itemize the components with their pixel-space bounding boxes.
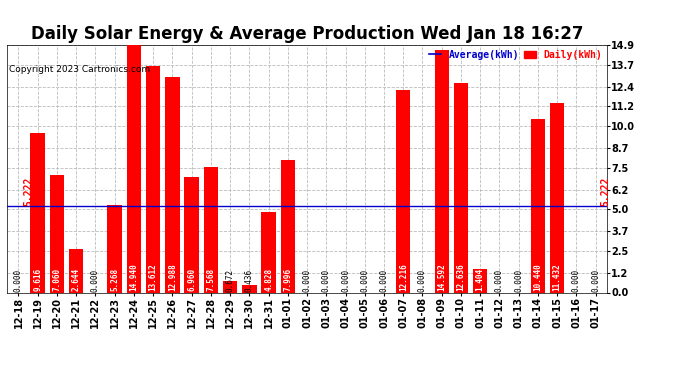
Text: 0.000: 0.000 — [380, 269, 388, 292]
Bar — [69, 249, 83, 292]
Bar — [50, 175, 64, 292]
Bar — [454, 82, 469, 292]
Text: 5.222: 5.222 — [23, 176, 33, 206]
Text: 5.268: 5.268 — [110, 267, 119, 291]
Text: 0.000: 0.000 — [514, 269, 523, 292]
Text: 0.000: 0.000 — [495, 269, 504, 292]
Bar — [223, 281, 237, 292]
Text: 0.436: 0.436 — [245, 269, 254, 292]
Bar — [550, 103, 564, 292]
Legend: Average(kWh), Daily(kWh): Average(kWh), Daily(kWh) — [429, 50, 602, 60]
Text: 0.672: 0.672 — [226, 269, 235, 292]
Bar — [435, 50, 449, 292]
Text: 0.000: 0.000 — [302, 269, 312, 292]
Text: 5.222: 5.222 — [600, 176, 610, 206]
Text: 11.432: 11.432 — [553, 263, 562, 291]
Text: 10.440: 10.440 — [533, 263, 542, 291]
Text: 9.616: 9.616 — [33, 267, 42, 291]
Text: 1.404: 1.404 — [475, 267, 484, 291]
Text: 0.000: 0.000 — [322, 269, 331, 292]
Bar — [127, 44, 141, 292]
Text: 7.996: 7.996 — [284, 267, 293, 291]
Bar — [30, 133, 45, 292]
Text: 0.000: 0.000 — [418, 269, 427, 292]
Text: 14.592: 14.592 — [437, 263, 446, 291]
Bar — [262, 212, 276, 292]
Text: 7.568: 7.568 — [206, 267, 215, 291]
Text: 12.216: 12.216 — [399, 263, 408, 291]
Text: 6.960: 6.960 — [187, 267, 196, 291]
Text: 14.940: 14.940 — [130, 263, 139, 291]
Bar — [473, 269, 487, 292]
Text: Copyright 2023 Cartronics.com: Copyright 2023 Cartronics.com — [9, 65, 150, 74]
Bar — [281, 160, 295, 292]
Bar — [108, 205, 122, 292]
Text: 0.000: 0.000 — [14, 269, 23, 292]
Bar — [204, 167, 218, 292]
Text: 0.000: 0.000 — [91, 269, 100, 292]
Text: 2.644: 2.644 — [72, 267, 81, 291]
Bar — [165, 77, 179, 292]
Text: 0.000: 0.000 — [572, 269, 581, 292]
Text: 4.828: 4.828 — [264, 267, 273, 291]
Text: 0.000: 0.000 — [591, 269, 600, 292]
Text: 12.988: 12.988 — [168, 263, 177, 291]
Bar — [242, 285, 257, 292]
Bar — [146, 66, 160, 292]
Bar — [531, 119, 545, 292]
Title: Daily Solar Energy & Average Production Wed Jan 18 16:27: Daily Solar Energy & Average Production … — [31, 26, 583, 44]
Text: 13.612: 13.612 — [148, 263, 157, 291]
Text: 12.636: 12.636 — [457, 263, 466, 291]
Text: 7.060: 7.060 — [52, 267, 61, 291]
Bar — [396, 90, 411, 292]
Text: 0.000: 0.000 — [360, 269, 369, 292]
Bar — [184, 177, 199, 292]
Text: 0.000: 0.000 — [341, 269, 350, 292]
